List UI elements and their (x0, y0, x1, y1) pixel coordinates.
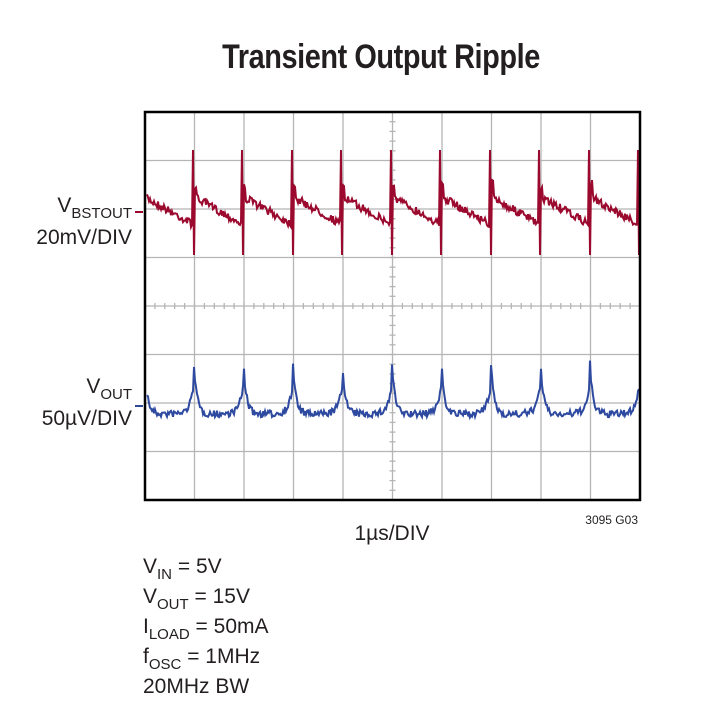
plot-frame (143, 110, 642, 502)
label: ILOAD = 50mA (143, 615, 269, 643)
grid (144, 111, 641, 501)
label: VBSTOUT (57, 194, 132, 222)
label: VOUT (86, 375, 132, 403)
labels: VBSTOUT 20mV/DIV VOUT 50µV/DIV (36, 194, 143, 430)
x-scale: 1µs/DIV (354, 522, 429, 545)
trace-vout (146, 360, 640, 421)
label: fOSC = 1MHz (143, 645, 260, 673)
trace-scale: 20mV/DIV (36, 226, 132, 249)
label: 20MHz BW (143, 675, 249, 698)
traces (146, 149, 640, 421)
label: VIN = 5V (143, 555, 222, 583)
title: Transient Output Ripple (222, 37, 540, 76)
trace-scale: 50µV/DIV (42, 407, 132, 430)
trace-bstout (146, 149, 640, 256)
label: VOUT = 15V (143, 585, 250, 613)
figure-id: 3095 G03 (585, 513, 638, 527)
